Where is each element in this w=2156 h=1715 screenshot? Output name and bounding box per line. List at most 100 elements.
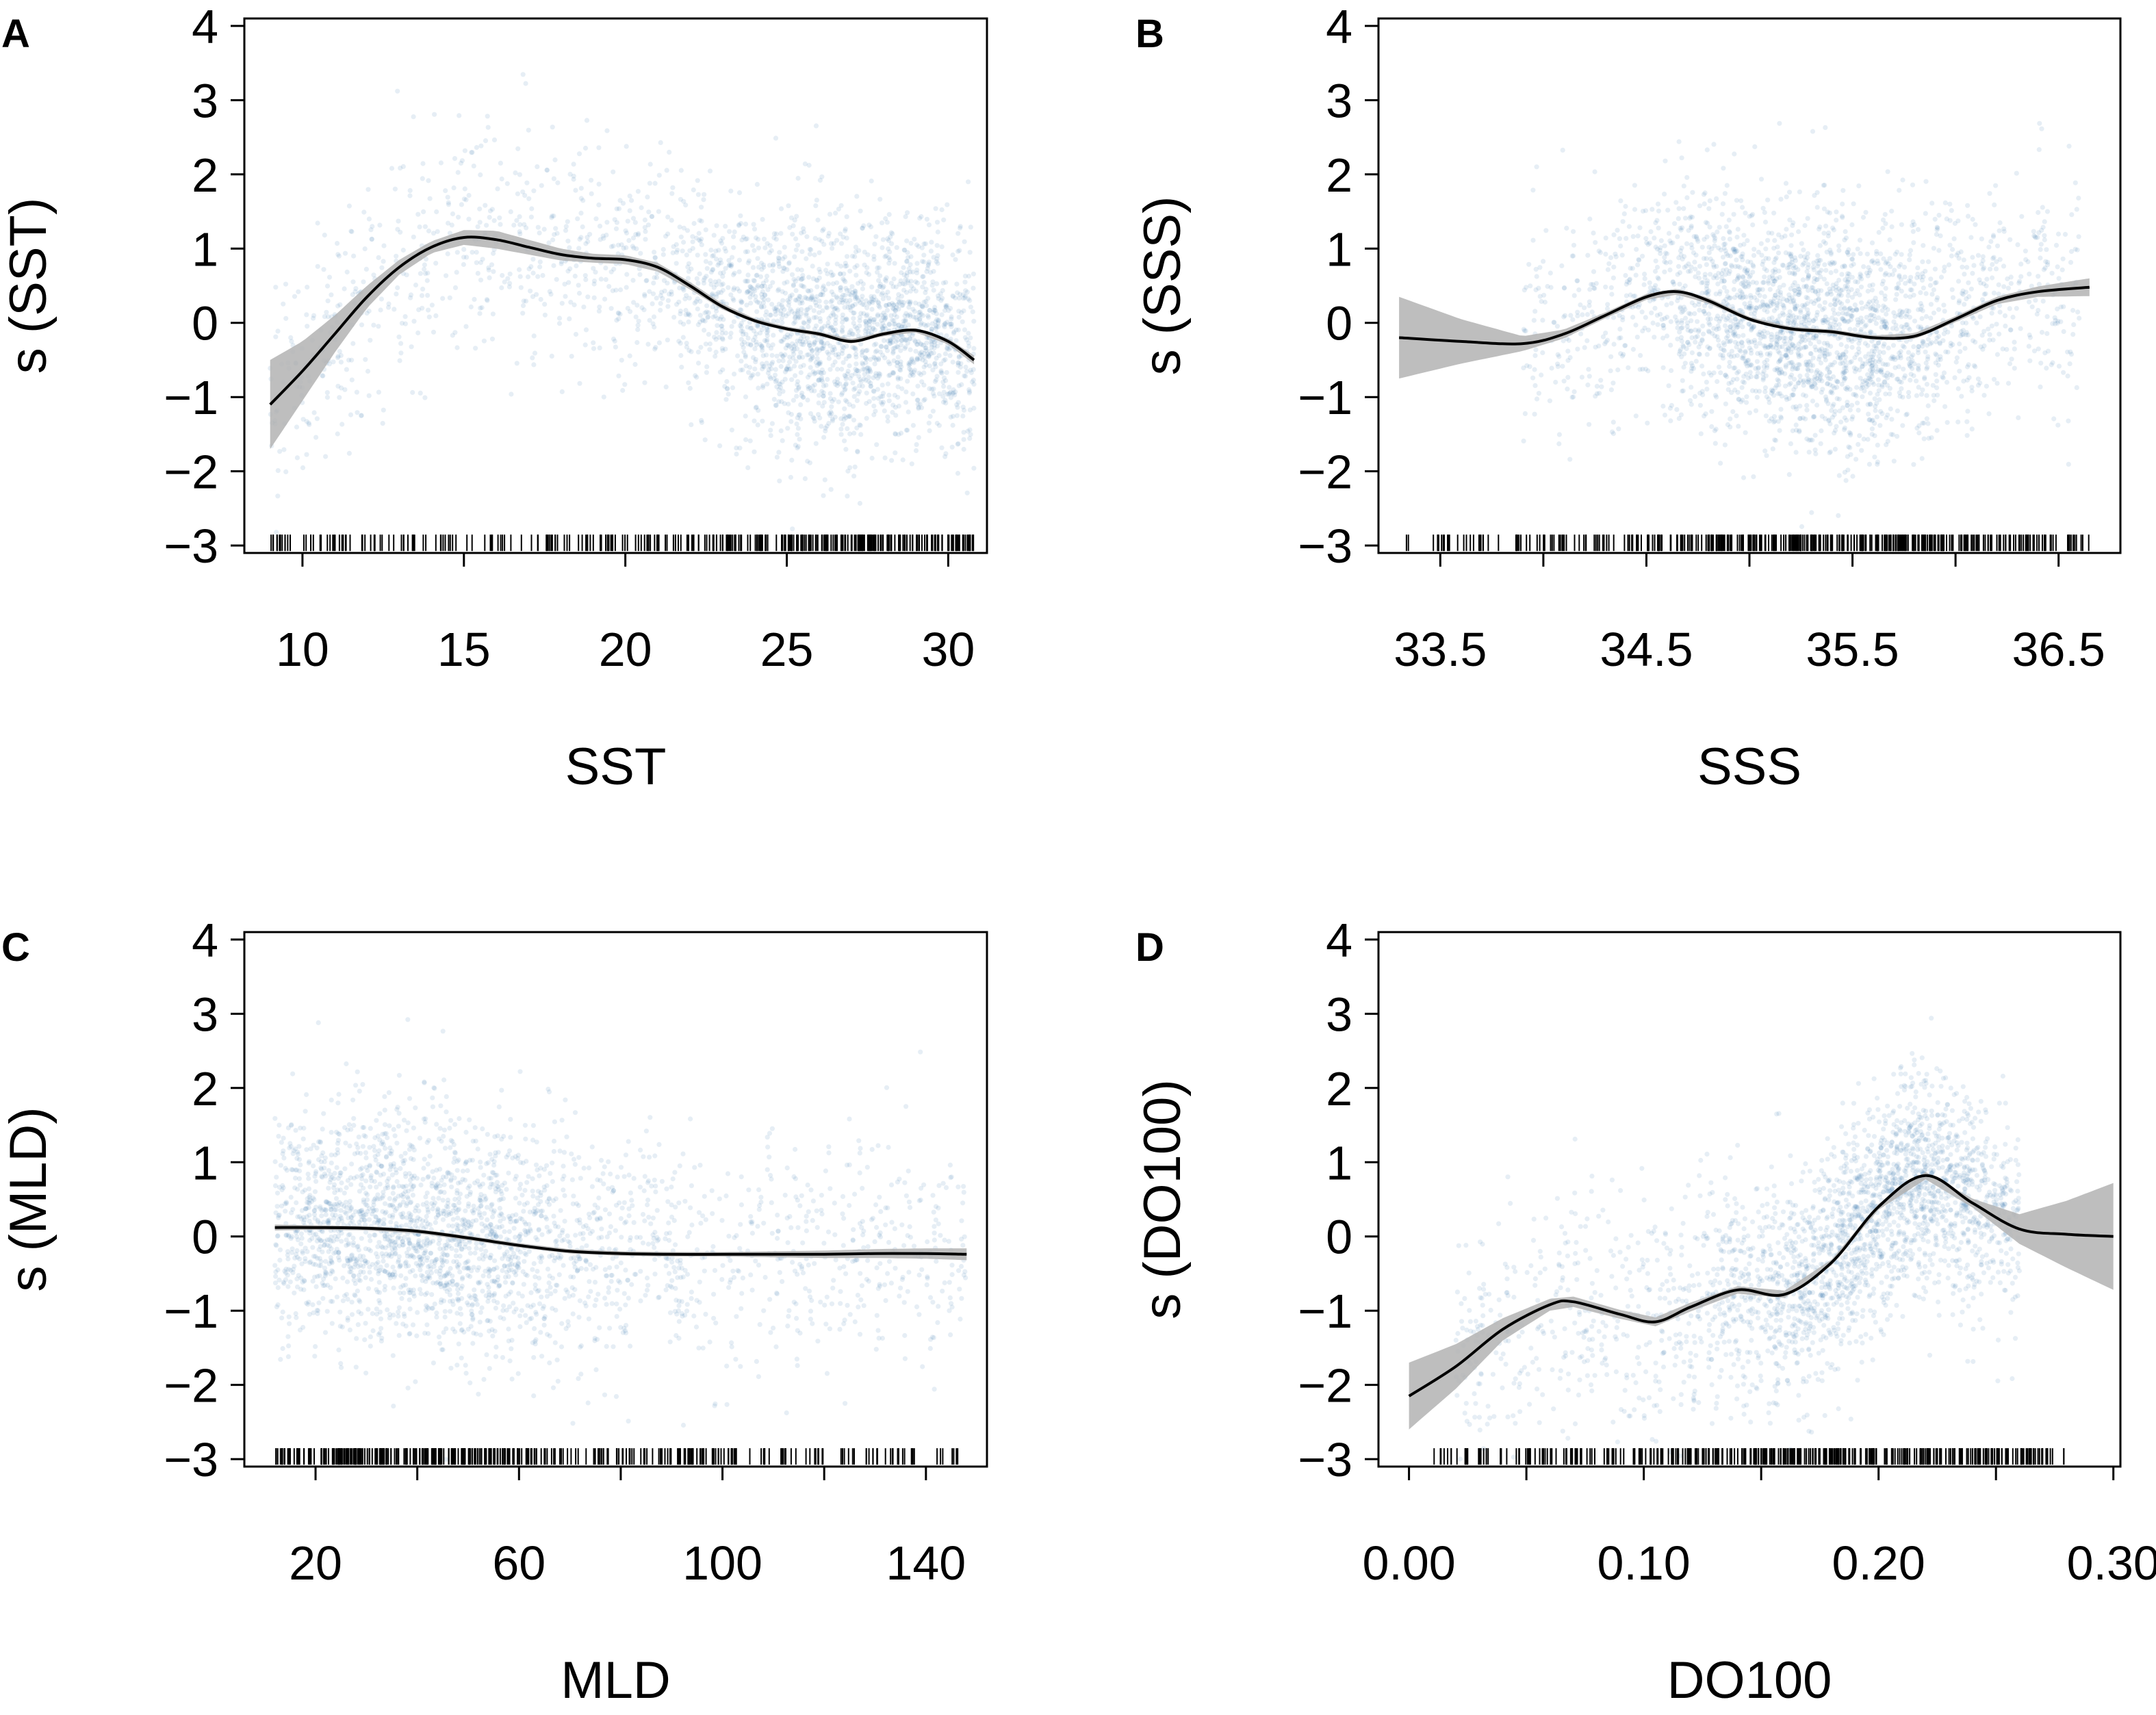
data-point bbox=[851, 417, 857, 423]
data-point bbox=[888, 281, 894, 286]
data-point bbox=[2049, 270, 2055, 276]
data-point bbox=[1890, 343, 1897, 348]
data-point bbox=[910, 391, 916, 397]
data-point bbox=[624, 144, 629, 149]
data-point bbox=[962, 239, 967, 244]
data-point bbox=[1869, 348, 1875, 354]
data-point bbox=[1645, 420, 1650, 426]
data-point bbox=[750, 265, 756, 270]
data-point bbox=[1928, 302, 1934, 307]
data-point bbox=[652, 249, 657, 255]
data-point bbox=[932, 342, 938, 348]
data-point bbox=[821, 394, 826, 399]
data-point bbox=[810, 353, 815, 359]
data-point bbox=[798, 402, 804, 408]
data-point bbox=[477, 206, 483, 211]
data-point bbox=[910, 269, 916, 274]
y-tick-label: 3 bbox=[192, 74, 218, 127]
data-point bbox=[1874, 251, 1879, 257]
data-point bbox=[1889, 224, 1895, 229]
data-point bbox=[1644, 240, 1650, 246]
data-point bbox=[773, 311, 778, 318]
data-point bbox=[893, 321, 898, 326]
data-point bbox=[934, 256, 940, 261]
data-point bbox=[2068, 352, 2075, 357]
data-point bbox=[934, 259, 939, 264]
data-point bbox=[1599, 384, 1604, 389]
data-point bbox=[566, 280, 572, 285]
data-point bbox=[1837, 300, 1843, 305]
data-point bbox=[2068, 248, 2075, 255]
data-point bbox=[923, 348, 929, 353]
data-point bbox=[2040, 205, 2045, 210]
data-point bbox=[943, 304, 949, 309]
data-point bbox=[1734, 234, 1740, 240]
data-point bbox=[839, 297, 845, 302]
data-point bbox=[732, 229, 737, 235]
data-point bbox=[1704, 262, 1709, 268]
data-point bbox=[814, 197, 819, 203]
data-point bbox=[1740, 379, 1745, 385]
data-point bbox=[1778, 407, 1784, 412]
data-point bbox=[1626, 365, 1631, 370]
data-point bbox=[962, 374, 968, 379]
data-point bbox=[324, 283, 331, 289]
data-point bbox=[2049, 362, 2054, 368]
x-axis-title: SST bbox=[565, 738, 667, 796]
data-point bbox=[876, 300, 882, 306]
data-point bbox=[1865, 288, 1871, 294]
data-point bbox=[664, 168, 669, 173]
data-point bbox=[920, 357, 925, 363]
data-point bbox=[847, 305, 853, 310]
data-point bbox=[1634, 246, 1639, 252]
data-point bbox=[1766, 256, 1771, 261]
data-point bbox=[1735, 227, 1741, 232]
data-point bbox=[489, 336, 496, 341]
data-point bbox=[325, 298, 331, 304]
scatter-points bbox=[268, 72, 977, 535]
data-point bbox=[877, 283, 882, 289]
data-point bbox=[511, 222, 517, 228]
data-point bbox=[573, 331, 579, 337]
data-point bbox=[857, 318, 862, 324]
data-point bbox=[905, 428, 910, 433]
data-point bbox=[563, 224, 569, 229]
y-tick-label: −3 bbox=[164, 519, 218, 573]
data-point bbox=[1549, 365, 1554, 371]
data-point bbox=[938, 370, 944, 375]
data-point bbox=[381, 243, 387, 248]
data-point bbox=[886, 359, 891, 365]
data-point bbox=[788, 411, 794, 417]
data-point bbox=[1899, 222, 1904, 227]
data-point bbox=[955, 248, 961, 254]
data-point bbox=[1987, 332, 1992, 337]
data-point bbox=[1955, 420, 1961, 425]
data-point bbox=[314, 416, 320, 422]
data-point bbox=[667, 292, 672, 297]
data-point bbox=[627, 208, 632, 214]
data-point bbox=[591, 340, 596, 346]
data-point bbox=[653, 345, 658, 350]
data-point bbox=[1668, 418, 1673, 424]
data-point bbox=[1650, 207, 1655, 212]
data-point bbox=[1720, 201, 1726, 207]
data-point bbox=[792, 315, 797, 321]
data-point bbox=[1951, 236, 1957, 242]
data-point bbox=[1598, 378, 1604, 383]
data-point bbox=[509, 391, 514, 397]
data-point bbox=[364, 311, 370, 316]
data-point bbox=[760, 366, 765, 372]
data-point bbox=[1914, 393, 1919, 398]
data-point bbox=[778, 231, 784, 236]
data-point bbox=[1872, 421, 1877, 426]
data-point bbox=[907, 336, 913, 341]
data-point bbox=[1849, 344, 1855, 350]
data-point bbox=[1858, 251, 1863, 257]
data-point bbox=[899, 337, 904, 344]
data-point bbox=[2070, 332, 2076, 337]
data-point bbox=[837, 381, 843, 387]
data-point bbox=[620, 201, 626, 206]
data-point bbox=[1872, 307, 1878, 313]
data-point bbox=[630, 216, 637, 221]
data-point bbox=[901, 300, 907, 305]
